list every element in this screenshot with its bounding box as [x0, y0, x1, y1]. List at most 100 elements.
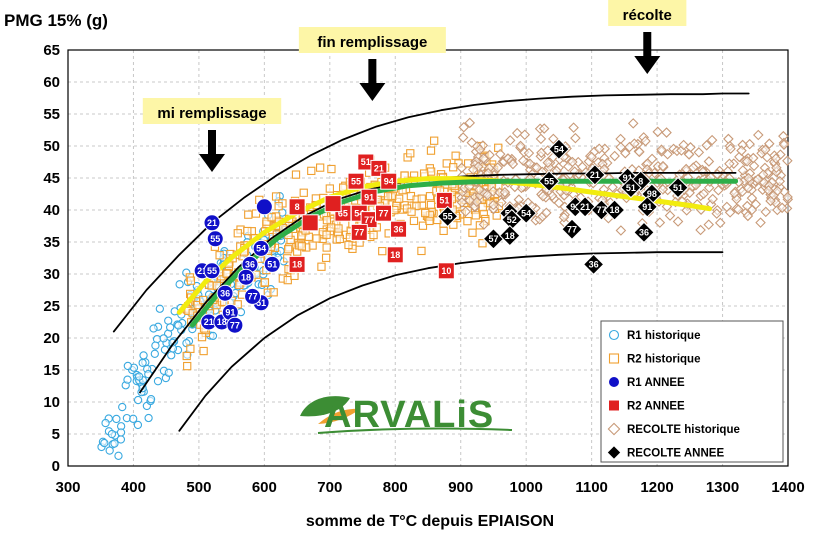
scatter-point	[233, 229, 242, 238]
x-tick-label: 800	[383, 479, 408, 496]
data-label: 21	[590, 170, 600, 180]
scatter-point	[778, 139, 790, 150]
scatter-point	[763, 185, 774, 196]
down-arrow-head-icon	[359, 83, 386, 101]
callout-box	[608, 0, 687, 26]
down-arrow-icon	[643, 32, 652, 58]
data-label: 91	[642, 202, 652, 212]
scatter-point	[484, 149, 495, 161]
scatter-point	[764, 138, 775, 149]
scatter-point	[568, 122, 579, 133]
scatter-point	[724, 158, 735, 170]
scatter-point	[326, 223, 336, 232]
scatter-point	[283, 245, 293, 254]
scatter-point	[713, 184, 724, 196]
data-label: 21	[197, 266, 207, 276]
legend-label: RECOLTE ANNEE	[627, 448, 724, 460]
scatter-point	[570, 132, 581, 144]
scatter-point	[746, 192, 758, 204]
data-point	[548, 138, 570, 160]
scatter-point	[782, 155, 793, 167]
data-point	[515, 202, 537, 224]
legend-swatch	[608, 399, 620, 412]
legend-item: R1 historique	[608, 329, 700, 342]
data-label: 52	[507, 215, 517, 225]
scatter-point	[548, 133, 559, 145]
scatter-point	[567, 156, 578, 168]
scatter-point	[698, 188, 709, 200]
scatter-point	[541, 207, 552, 219]
scatter-point	[316, 163, 325, 172]
data-point	[620, 176, 642, 199]
scatter-point	[271, 192, 281, 201]
data-point	[324, 195, 342, 213]
scatter-point	[537, 190, 549, 202]
x-tick-label: 1000	[509, 479, 542, 496]
scatter-point	[753, 129, 764, 141]
scatter-point	[101, 418, 110, 428]
data-label: 98	[647, 189, 657, 199]
data-label: 77	[378, 208, 388, 218]
scatter-point	[771, 162, 782, 174]
scatter-point	[478, 239, 487, 248]
data-label: 57	[488, 234, 498, 244]
scatter-point	[135, 372, 144, 381]
data-point	[636, 196, 658, 218]
y-tick-label: 55	[43, 106, 60, 123]
scatter-point	[524, 158, 536, 169]
callout-box	[298, 27, 446, 53]
data-point	[633, 221, 655, 244]
scatter-point	[208, 331, 218, 341]
scatter-point	[774, 175, 786, 187]
data-label: 55	[351, 176, 361, 186]
y-tick-label: 5	[52, 426, 60, 443]
data-label: 91	[225, 308, 235, 318]
data-label: 21	[207, 218, 217, 228]
scatter-point	[721, 201, 733, 213]
scatter-point	[652, 126, 664, 138]
down-arrow-head-icon	[199, 154, 225, 172]
data-point	[255, 198, 273, 216]
scatter-point	[499, 186, 511, 198]
data-label: 77	[596, 205, 606, 215]
scatter-point	[133, 395, 143, 405]
legend-label: R2 ANNEE	[627, 401, 685, 413]
scatter-point	[703, 156, 715, 167]
scatter-point	[425, 216, 434, 226]
scatter-point	[733, 204, 744, 215]
scatter-point	[725, 143, 736, 155]
scatter-point	[542, 157, 554, 168]
data-point	[252, 239, 270, 257]
scatter-point	[464, 117, 476, 129]
x-tick-label: 600	[252, 479, 277, 496]
data-label: 36	[589, 260, 599, 270]
scatter-point	[321, 253, 331, 262]
stage-callouts: mi remplissage fin remplissage récolte	[142, 0, 687, 172]
scatter-point	[183, 361, 192, 371]
scatter-point	[741, 200, 753, 212]
scatter-point	[123, 375, 132, 384]
scatter-point	[737, 165, 749, 176]
x-tick-label: 500	[186, 479, 211, 496]
scatter-point	[426, 146, 436, 155]
scatter-point	[175, 280, 184, 289]
y-tick-label: 15	[43, 362, 60, 379]
data-label: 55	[210, 234, 220, 244]
data-point	[226, 316, 244, 334]
data-label: 77	[567, 224, 577, 234]
data-label: 36	[394, 224, 404, 234]
data-point	[437, 262, 455, 280]
data-point	[436, 205, 459, 228]
scatter-point	[624, 141, 635, 153]
scatter-point	[654, 217, 666, 228]
scatter-point	[317, 262, 326, 271]
scatter-point	[164, 368, 173, 377]
data-label: 8	[295, 202, 300, 212]
scatter-point	[215, 251, 224, 260]
scatter-point	[155, 304, 164, 313]
scatter-point	[609, 150, 620, 162]
data-label: 36	[639, 228, 649, 238]
legend-label: R1 historique	[627, 330, 700, 342]
